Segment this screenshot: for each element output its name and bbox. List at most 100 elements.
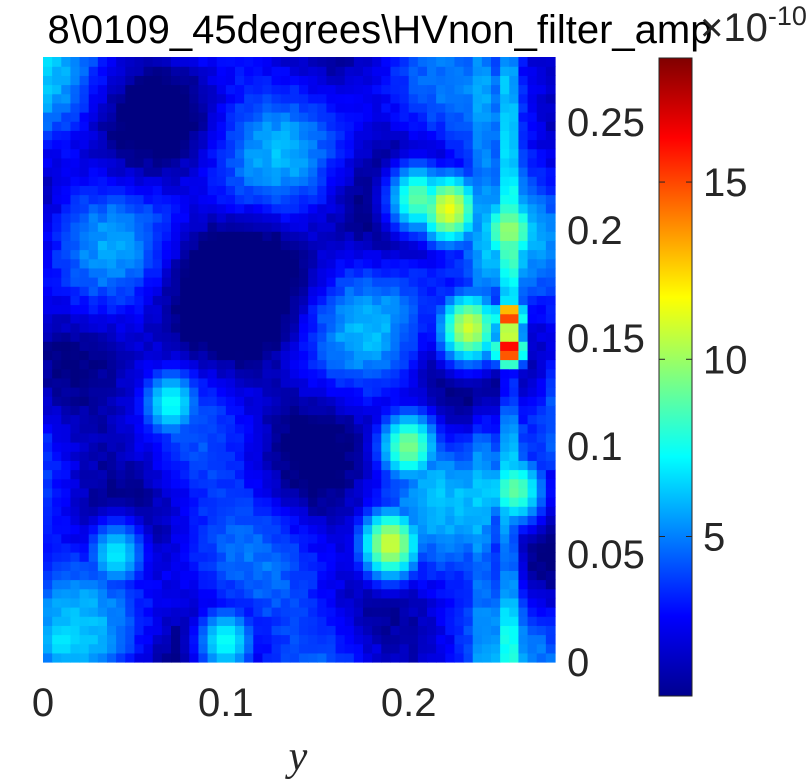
heatmap-cell <box>253 506 264 516</box>
heatmap-cell <box>79 442 90 452</box>
heatmap-cell <box>536 112 547 122</box>
heatmap-cell <box>180 423 190 434</box>
heatmap-cell <box>536 460 547 471</box>
heatmap-cell <box>79 368 90 379</box>
heatmap-cell <box>408 432 419 443</box>
heatmap-cell <box>436 387 446 397</box>
heatmap-cell <box>97 579 108 590</box>
heatmap-cell <box>152 322 163 333</box>
heatmap-cell <box>390 57 401 67</box>
heatmap-cell <box>152 350 163 361</box>
heatmap-cell <box>509 368 520 379</box>
heatmap-cell <box>143 139 154 150</box>
heatmap-cell <box>509 313 520 324</box>
heatmap-cell <box>399 607 410 617</box>
heatmap-cell <box>335 478 346 489</box>
heatmap-cell <box>363 93 373 104</box>
heatmap-cell <box>43 652 53 663</box>
heatmap-cell <box>152 240 163 251</box>
heatmap-cell <box>161 322 172 333</box>
heatmap-cell <box>381 561 392 571</box>
heatmap-cell <box>116 304 126 315</box>
heatmap-cell <box>454 643 465 654</box>
heatmap-cell <box>180 295 190 306</box>
heatmap-cell <box>171 240 181 251</box>
heatmap-cell <box>527 451 538 461</box>
heatmap-cell <box>353 524 364 535</box>
heatmap-cell <box>97 57 108 67</box>
heatmap-cell <box>289 607 300 617</box>
heatmap-cell <box>527 112 538 122</box>
heatmap-cell <box>491 533 501 544</box>
heatmap-cell <box>335 396 346 406</box>
heatmap-cell <box>381 112 392 122</box>
heatmap-cell <box>198 451 209 461</box>
heatmap-cell <box>171 359 181 370</box>
heatmap-cell <box>116 341 126 351</box>
heatmap-cell <box>134 524 145 535</box>
heatmap-cell <box>125 579 136 590</box>
heatmap-cell <box>390 258 401 269</box>
heatmap-cell <box>262 84 273 95</box>
heatmap-cell <box>207 442 218 452</box>
heatmap-cell <box>427 222 437 232</box>
heatmap-cell <box>125 643 136 654</box>
heatmap-cell <box>518 341 529 351</box>
heatmap-cell <box>399 176 410 186</box>
heatmap-cell <box>436 249 446 260</box>
heatmap-cell <box>463 359 474 370</box>
heatmap-cell <box>299 533 309 544</box>
heatmap-cell <box>509 295 520 306</box>
heatmap-cell <box>189 607 200 617</box>
heatmap-cell <box>372 194 382 205</box>
heatmap-cell <box>408 625 419 636</box>
heatmap-cell <box>161 625 172 636</box>
heatmap-cell <box>134 157 145 168</box>
heatmap-cell <box>207 515 218 526</box>
heatmap-cell <box>198 607 209 617</box>
heatmap-cell <box>171 277 181 287</box>
heatmap-cell <box>171 652 181 663</box>
heatmap-cell <box>491 515 501 526</box>
heatmap-cell <box>545 313 556 324</box>
heatmap-cell <box>262 121 273 131</box>
heatmap-cell <box>43 616 53 626</box>
heatmap-cell <box>417 185 428 196</box>
colorbar-tick-label: 10 <box>703 338 748 382</box>
heatmap-cell <box>225 130 236 141</box>
heatmap-cell <box>445 588 456 599</box>
heatmap-cell <box>125 359 136 370</box>
heatmap-cell <box>280 570 291 581</box>
heatmap-cell <box>399 57 410 67</box>
heatmap-cell <box>381 570 392 581</box>
heatmap-cell <box>216 533 227 544</box>
heatmap-cell <box>335 405 346 416</box>
heatmap-cell <box>454 167 465 177</box>
heatmap-cell <box>116 405 126 416</box>
heatmap-cell <box>235 258 245 269</box>
heatmap-cell <box>88 304 99 315</box>
heatmap-cell <box>134 194 145 205</box>
heatmap-cell <box>43 222 53 232</box>
heatmap-cell <box>372 139 382 150</box>
heatmap-cell <box>335 130 346 141</box>
heatmap-cell <box>161 442 172 452</box>
heatmap-cell <box>445 139 456 150</box>
heatmap-cell <box>427 506 437 516</box>
heatmap-cell <box>88 616 99 626</box>
heatmap-cell <box>289 112 300 122</box>
heatmap-cell <box>253 57 264 67</box>
heatmap-cell <box>491 652 501 663</box>
heatmap-cell <box>363 185 373 196</box>
heatmap-cell <box>207 552 218 562</box>
heatmap-cell <box>43 625 53 636</box>
heatmap-cell <box>152 203 163 214</box>
heatmap-cell <box>308 57 318 67</box>
heatmap-cell <box>107 561 117 571</box>
heatmap-cell <box>472 643 483 654</box>
heatmap-cell <box>161 497 172 507</box>
heatmap-cell <box>417 350 428 361</box>
heatmap-cell <box>536 368 547 379</box>
heatmap-cell <box>289 139 300 150</box>
heatmap-cell <box>189 222 200 232</box>
